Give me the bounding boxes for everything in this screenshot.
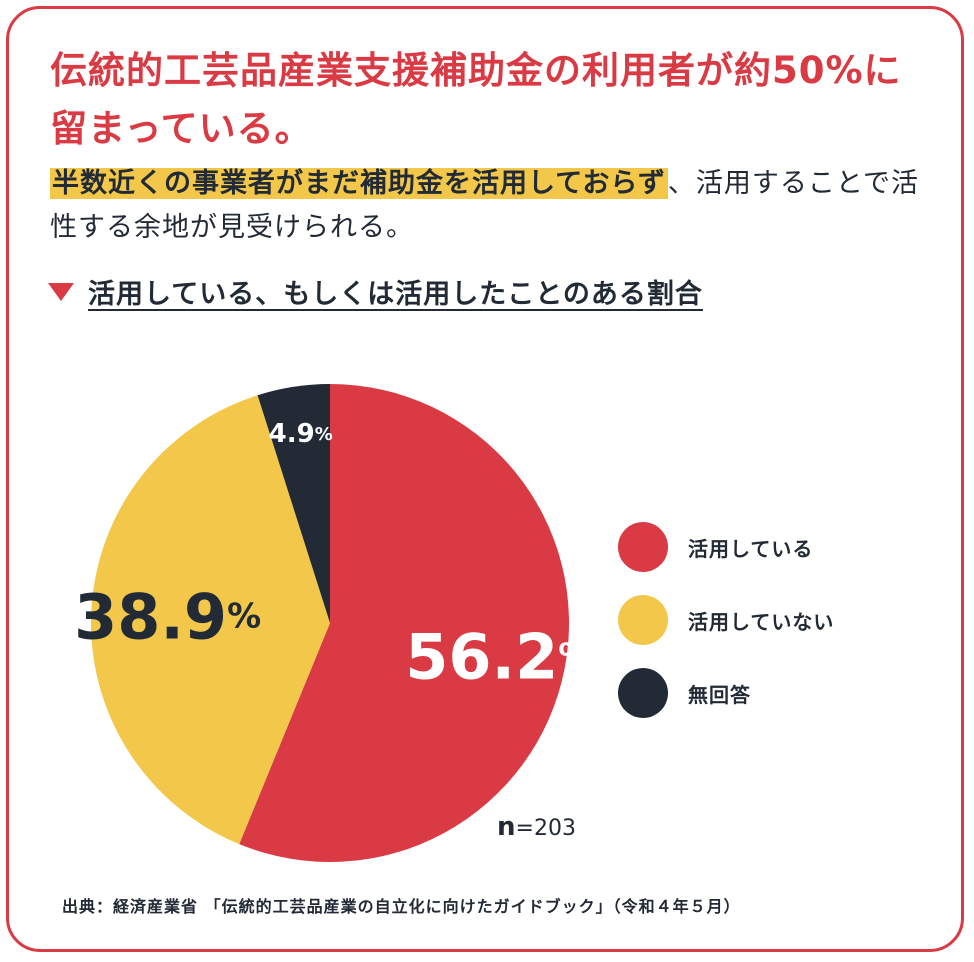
pie-slice: [91, 395, 330, 845]
legend-label: 無回答: [688, 682, 751, 707]
legend-item-not-using: 活用していない: [618, 595, 834, 645]
slice-value-label: 38.9%: [74, 580, 261, 653]
lead-highlight: 半数近くの事業者がまだ補助金を活用しておらず: [50, 168, 668, 199]
sample-size-value: =203: [515, 816, 576, 841]
legend-label: 活用していない: [688, 609, 835, 634]
subhead-text: 活用している、もしくは活用したことのある割合: [88, 279, 703, 310]
page-title: 伝統的工芸品産業支援補助金の利用者が約50%に留まっている。: [50, 49, 902, 150]
legend-swatch: [618, 522, 668, 572]
legend-item-no-answer: 無回答: [618, 668, 834, 718]
slice-value-label: 56.2%: [405, 620, 592, 693]
slice-value-label: 4.9%: [269, 419, 333, 449]
lead-text: 半数近くの事業者がまだ補助金を活用しておらず、活用することで活性する余地が見受け…: [50, 162, 930, 250]
legend-swatch: [618, 668, 668, 718]
legend-item-using: 活用している: [618, 522, 834, 572]
chart-legend: 活用している 活用していない 無回答: [618, 522, 834, 741]
chart-subhead: 活用している、もしくは活用したことのある割合: [48, 272, 703, 311]
sample-size-prefix: n: [497, 812, 516, 842]
pie-slice: [239, 384, 569, 862]
pie-slice: [257, 384, 330, 623]
legend-label: 活用している: [688, 536, 814, 561]
triangle-down-icon: [48, 282, 74, 301]
source-note: 出典：経済産業省 「伝統的工芸品産業の自立化に向けたガイドブック」（令和４年５月…: [62, 897, 741, 916]
sample-size-label: n=203: [497, 812, 576, 842]
legend-swatch: [618, 595, 668, 645]
lead-rest: 、活用することで活性する余地が見受けられる。: [50, 168, 920, 243]
